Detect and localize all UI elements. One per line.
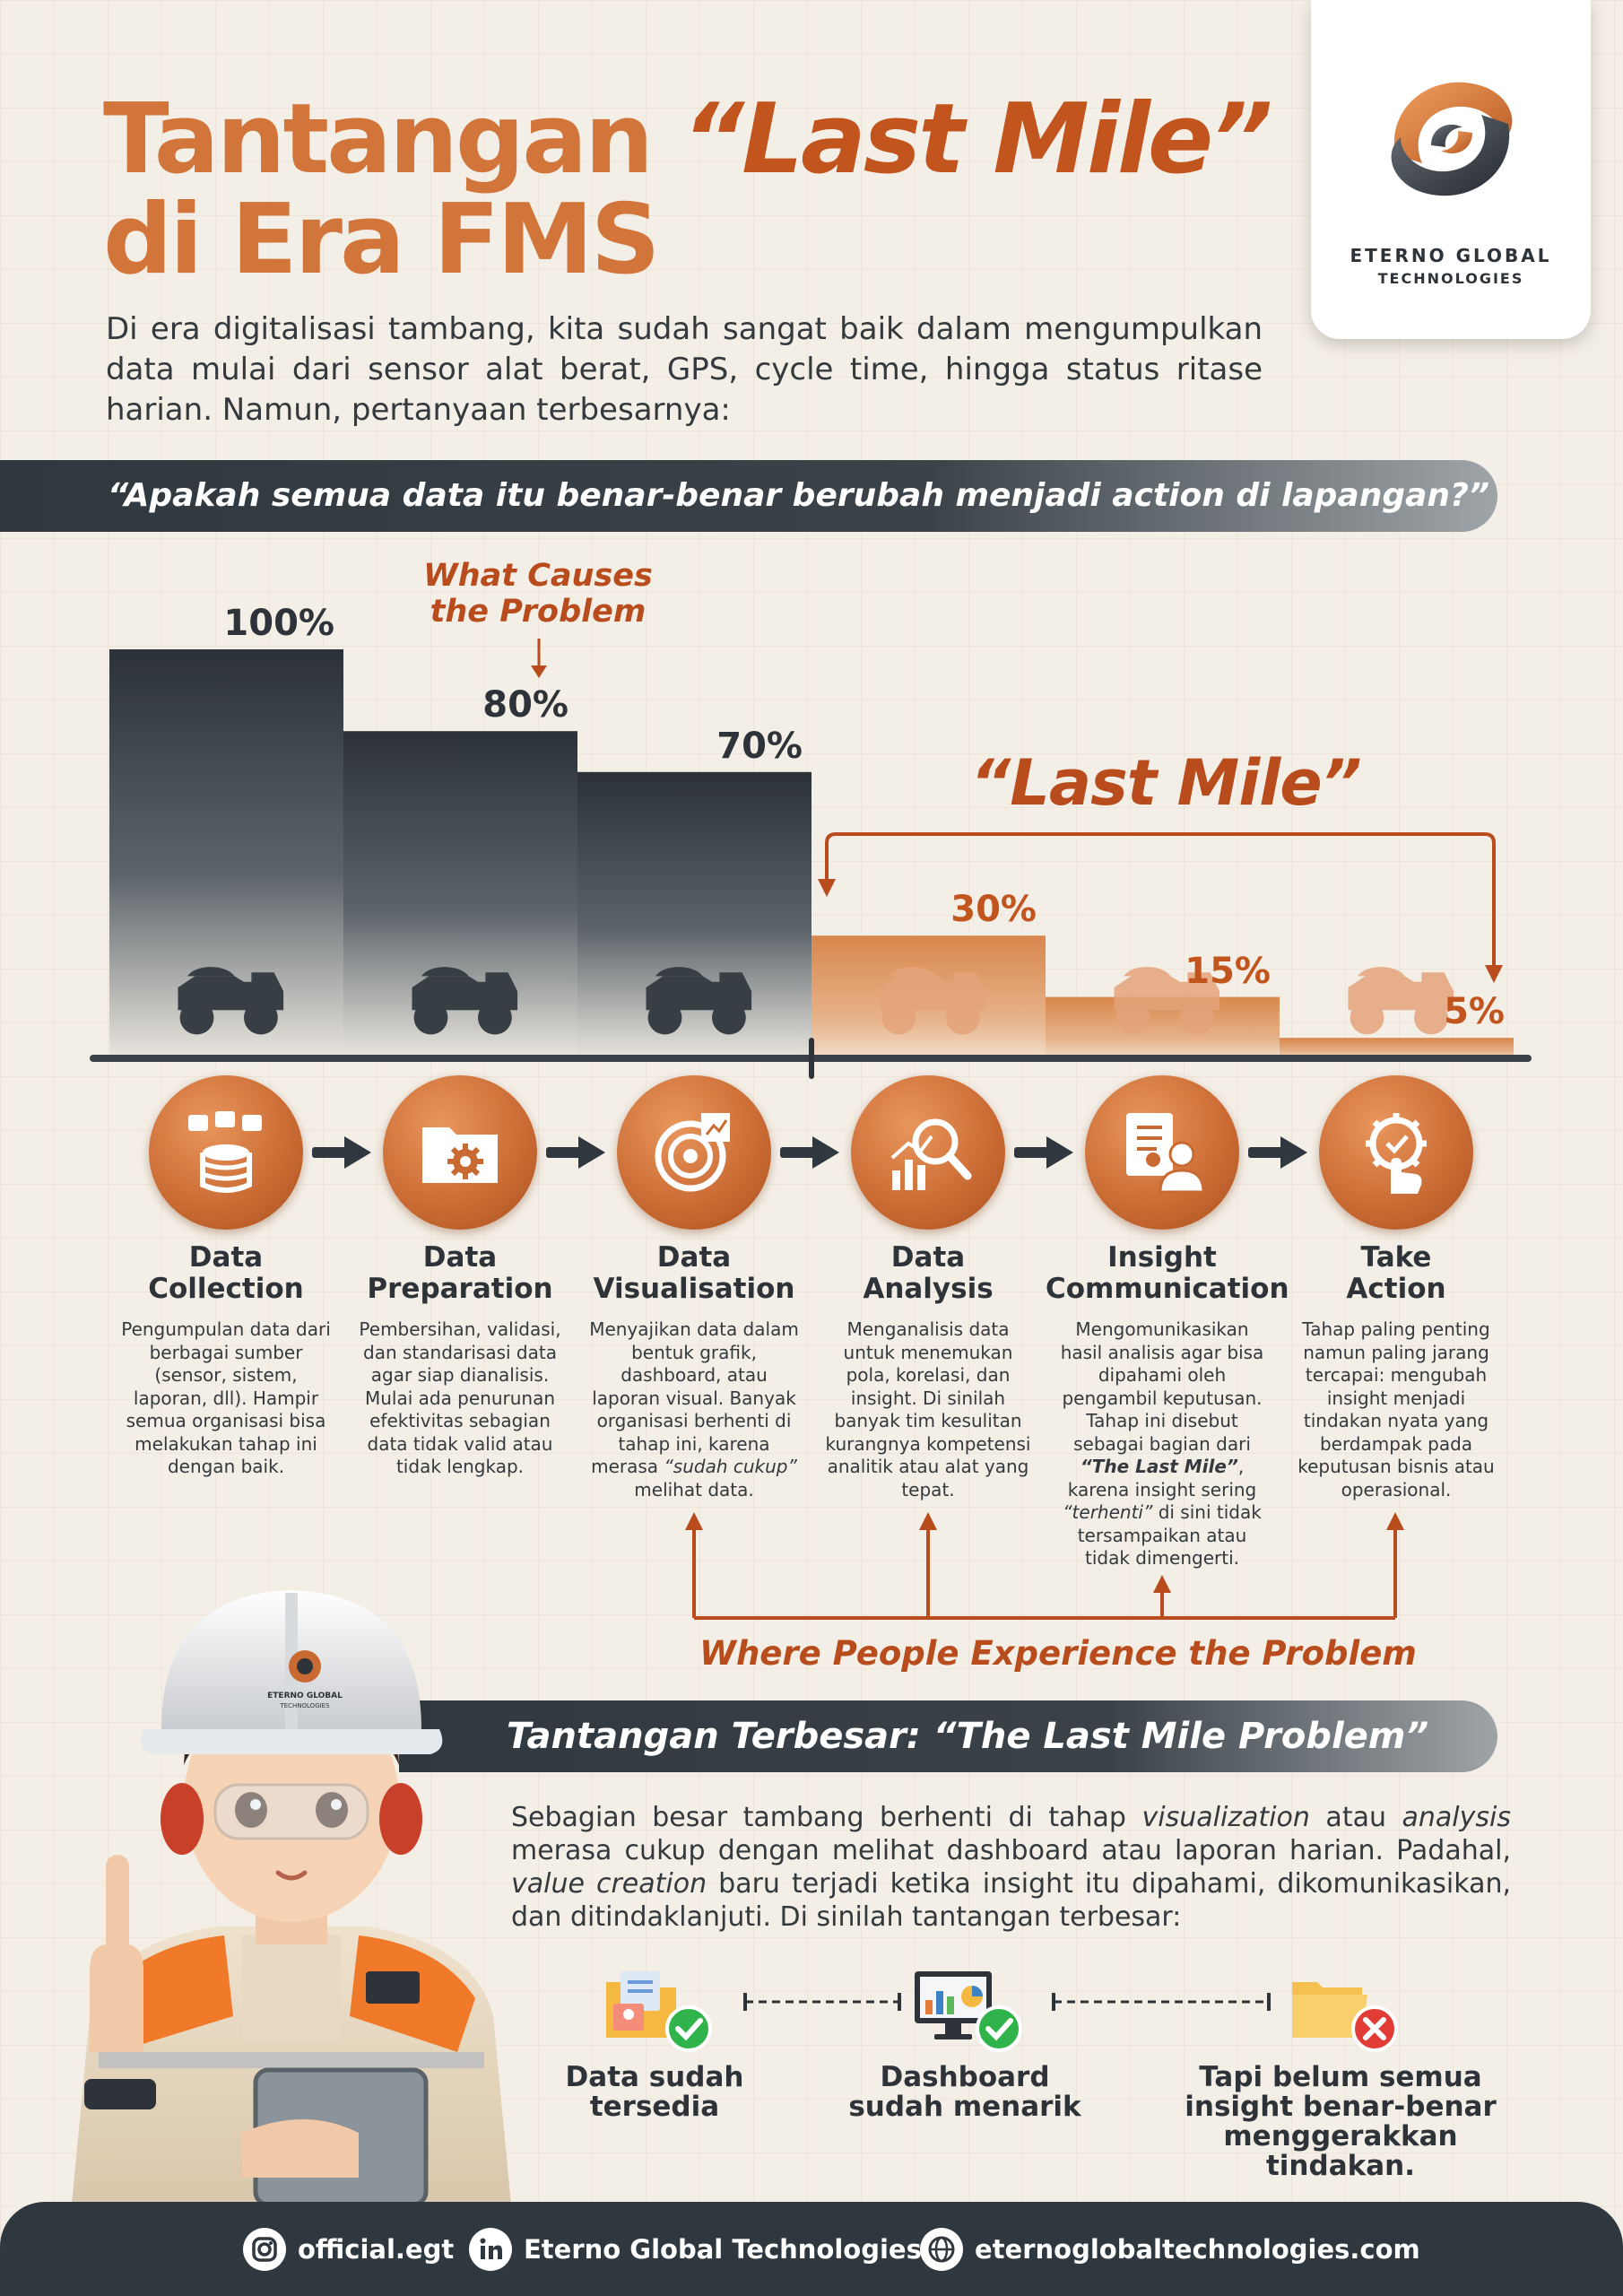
- step-circle-3: [617, 1075, 771, 1230]
- bar-3: [577, 771, 812, 1058]
- arrow-right-icon: [1248, 1136, 1307, 1169]
- step-title: Insight Communication: [1046, 1241, 1289, 1305]
- where-label: Where People Experience the Problem: [699, 1634, 1417, 1673]
- causes-label: What Causes the Problem: [423, 558, 653, 630]
- bar-value-label: 30%: [950, 889, 1037, 931]
- logo-name: ETERNO GLOBAL TECHNOLOGIES: [1350, 245, 1552, 287]
- funnel-bar-chart: [90, 649, 1532, 1079]
- worker-illustration: ETERNO GLOBAL TECHNOLOGIES: [72, 1590, 511, 2205]
- check-connector-2: [1052, 1993, 1271, 2011]
- step-circle-2: [383, 1075, 537, 1230]
- step-circle-5: [1085, 1075, 1239, 1230]
- last-mile-label: “Last Mile”: [970, 746, 1362, 820]
- question-text: “Apakah semua data itu benar-benar berub…: [108, 477, 1490, 514]
- step-circle-1: [149, 1075, 303, 1230]
- globe-icon: [920, 2228, 963, 2271]
- step-description: Menyajikan data dalam bentuk grafik, das…: [589, 1318, 799, 1500]
- step-description: Mengomunikasikan hasil analisis agar bis…: [1060, 1318, 1264, 1569]
- causes-arrow: [531, 639, 547, 678]
- step-circle-4: [851, 1075, 1005, 1230]
- arrow-right-icon: [312, 1136, 371, 1169]
- step-arrow: [312, 1135, 373, 1174]
- question-banner: [0, 460, 1497, 532]
- database-icon: [188, 1111, 262, 1193]
- footer-linkedin[interactable]: Eterno Global Technologies: [468, 2222, 922, 2273]
- bar-value-label: 80%: [482, 684, 568, 726]
- bar-6: [1280, 1038, 1514, 1058]
- chart-eye-icon: [655, 1113, 730, 1192]
- step-arrow: [780, 1135, 841, 1174]
- bar-value-label: 70%: [716, 725, 803, 767]
- last-mile-bracket: [825, 832, 1496, 970]
- arrow-right-icon: [1014, 1136, 1073, 1169]
- bar-value-label: 100%: [223, 603, 334, 644]
- arrow-right-icon: [546, 1136, 605, 1169]
- check-connector-1: [743, 1993, 901, 2011]
- linkedin-icon: [469, 2228, 512, 2271]
- step-arrow: [546, 1135, 607, 1174]
- section2-banner: [399, 1700, 1497, 1772]
- page-title: Tantangan “Last Mile” di Era FMS: [103, 83, 1273, 296]
- folder-x-icon: [1287, 1964, 1400, 2057]
- logo-card: [1311, 0, 1591, 339]
- section2-body: Sebagian besar tambang berhenti di tahap…: [511, 1802, 1511, 1933]
- magnifier-chart-icon: [890, 1118, 972, 1190]
- arrow-right-icon: [780, 1136, 839, 1169]
- bar-value-label: 5%: [1444, 991, 1505, 1033]
- section2-title: Tantangan Terbesar: “The Last Mile Probl…: [507, 1716, 1429, 1757]
- step-title: Data Preparation: [367, 1241, 553, 1305]
- step-description: Menganalisis data untuk menemukan pola, …: [825, 1318, 1031, 1500]
- monitor-check-icon: [911, 1964, 1024, 2057]
- folder-check-icon: [601, 1964, 714, 2057]
- footer-instagram[interactable]: official.egt: [242, 2222, 454, 2273]
- step-title: Data Visualisation: [593, 1241, 795, 1305]
- gear-hand-icon: [1366, 1113, 1427, 1194]
- step-description: Tahap paling penting namun paling jarang…: [1298, 1318, 1495, 1500]
- footer-website[interactable]: eternoglobaltechnologies.com: [919, 2222, 1420, 2273]
- instagram-icon: [243, 2228, 286, 2271]
- eterno-logo-icon: [1391, 82, 1513, 196]
- check-label: Dashboard sudah menarik: [848, 2061, 1081, 2123]
- helmet-badge-line2: TECHNOLOGIES: [279, 1702, 330, 1709]
- step-title: Data Analysis: [863, 1241, 994, 1305]
- step-description: Pembersihan, validasi, dan standarisasi …: [359, 1318, 561, 1477]
- last-mile-arrowhead-right: [1485, 965, 1503, 983]
- bar-value-label: 15%: [1185, 950, 1271, 992]
- folder-gear-icon: [422, 1127, 498, 1183]
- last-mile-arrowhead-left: [818, 879, 836, 897]
- step-arrow: [1014, 1135, 1075, 1174]
- step-arrow: [1248, 1135, 1309, 1174]
- intro-text: Di era digitalisasi tambang, kita sudah …: [106, 311, 1263, 428]
- helmet-badge-line1: ETERNO GLOBAL: [267, 1692, 343, 1700]
- step-title: Take Action: [1346, 1241, 1446, 1305]
- experience-arrows: [685, 1512, 1404, 1620]
- check-label: Tapi belum semua insight benar-benar men…: [1185, 2061, 1497, 2182]
- step-circle-6: [1319, 1075, 1473, 1230]
- report-person-icon: [1126, 1113, 1205, 1194]
- step-title: Data Collection: [148, 1241, 304, 1305]
- step-description: Pengumpulan data dari berbagai sumber (s…: [121, 1318, 331, 1477]
- check-label: Data sudah tersedia: [565, 2061, 744, 2123]
